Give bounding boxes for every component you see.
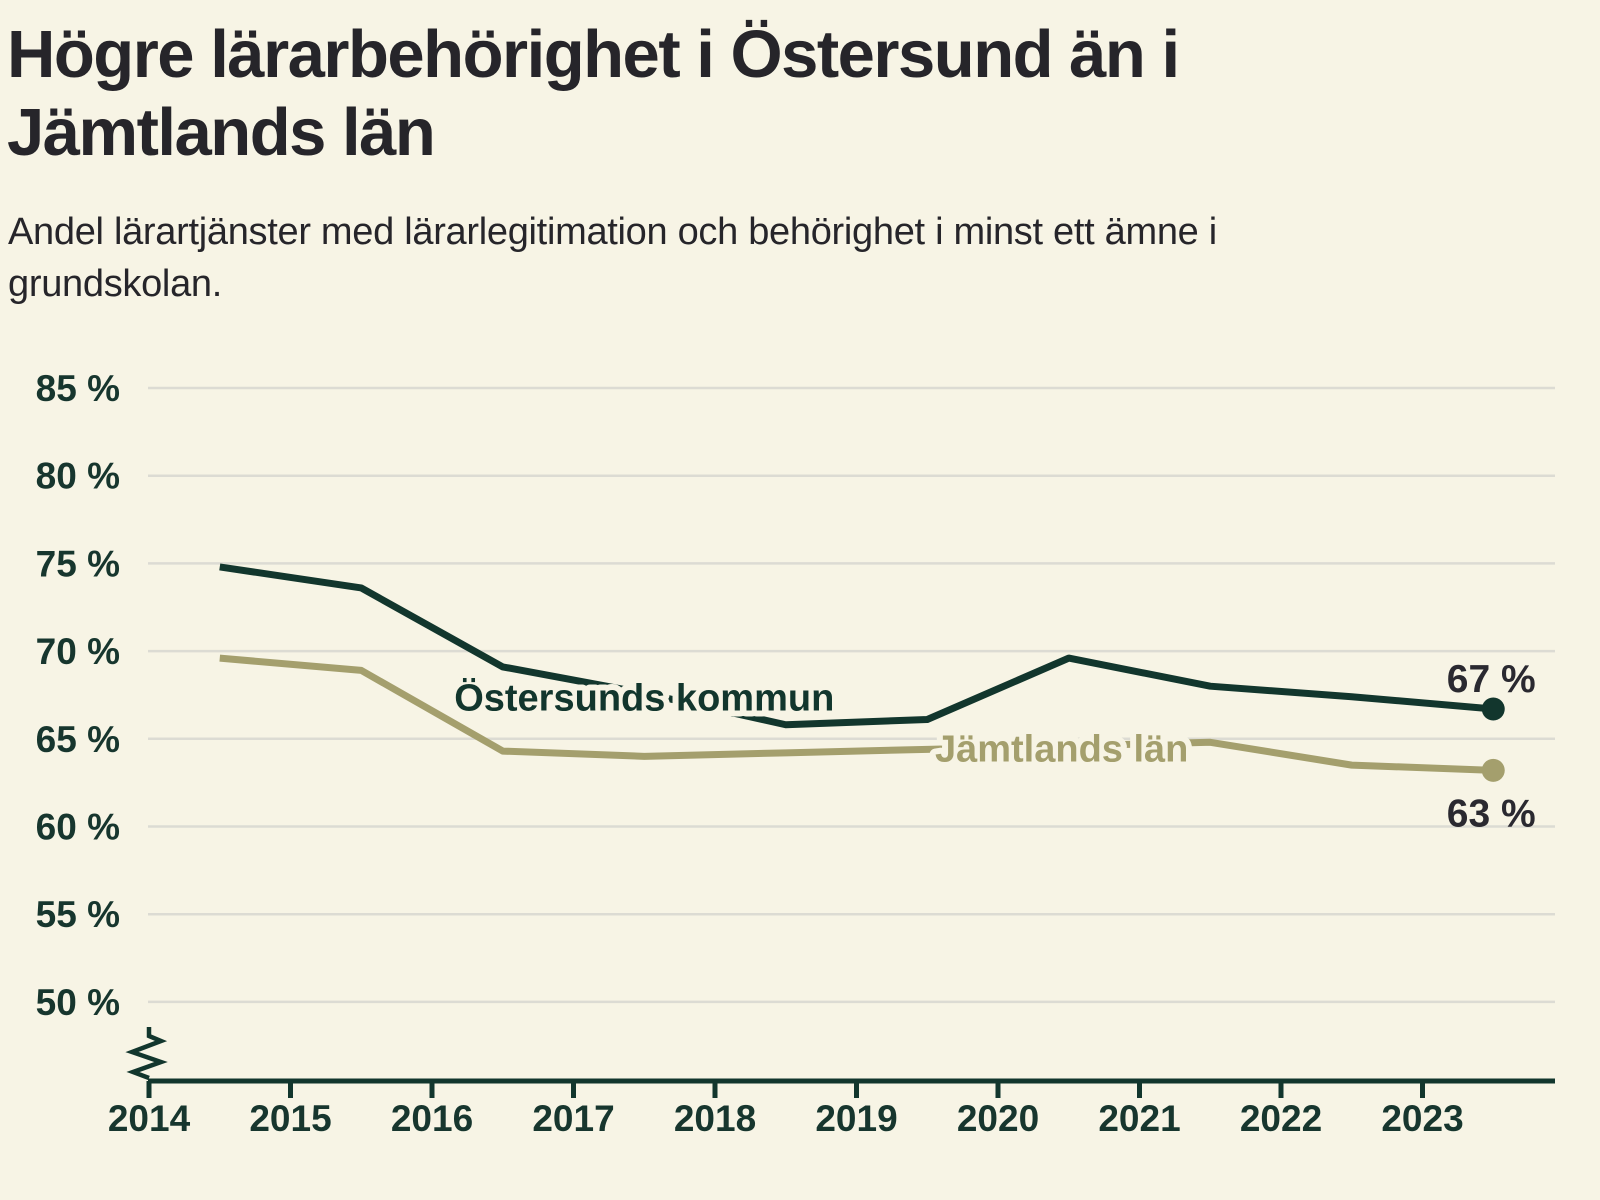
series-end-value-label: 67 % bbox=[1447, 658, 1536, 701]
y-axis-label: 80 % bbox=[36, 456, 120, 497]
x-axis-label: 2018 bbox=[674, 1098, 756, 1139]
y-axis-label: 65 % bbox=[36, 719, 120, 760]
series-end-dot-jamtland bbox=[1481, 758, 1505, 782]
subtitle-line-1: Andel lärartjänster med lärarlegitimatio… bbox=[8, 211, 1217, 253]
title-line-1: Högre lärarbehörighet i Östersund än i bbox=[7, 17, 1180, 92]
y-axis-label: 85 % bbox=[36, 368, 120, 409]
series-end-value-label: 63 % bbox=[1447, 792, 1536, 835]
x-axis-label: 2014 bbox=[108, 1098, 191, 1139]
y-axis-label: 70 % bbox=[36, 631, 120, 672]
page-title: Högre lärarbehörighet i Östersund än i J… bbox=[7, 16, 1407, 173]
y-axis-label: 50 % bbox=[36, 982, 120, 1023]
x-axis-label: 2019 bbox=[815, 1098, 897, 1139]
x-axis-label: 2021 bbox=[1098, 1098, 1180, 1139]
y-axis-label: 75 % bbox=[36, 543, 120, 584]
x-axis-label: 2015 bbox=[249, 1098, 331, 1139]
series-name-label-ostersund: Östersunds kommun bbox=[454, 677, 834, 720]
series-line-ostersund bbox=[219, 563, 1494, 729]
x-axis-label: 2016 bbox=[391, 1098, 473, 1139]
series-name-label-jamtland: Jämtlands län bbox=[935, 728, 1188, 770]
y-axis-label: 60 % bbox=[36, 807, 120, 848]
x-axis-label: 2023 bbox=[1381, 1098, 1463, 1139]
series-line-jamtland bbox=[219, 654, 1494, 774]
x-axis-label: 2022 bbox=[1240, 1098, 1322, 1139]
series-end-dot-ostersund bbox=[1481, 697, 1505, 721]
title-line-2: Jämtlands län bbox=[7, 95, 436, 171]
x-axis-label: 2020 bbox=[957, 1098, 1039, 1139]
axis-break-icon bbox=[125, 1027, 168, 1081]
y-axis-label: 55 % bbox=[36, 894, 120, 935]
chart-subtitle: Andel lärartjänster med lärarlegitimatio… bbox=[8, 206, 1568, 311]
subtitle-line-2: grundskolan. bbox=[8, 263, 222, 306]
x-axis-label: 2017 bbox=[532, 1098, 614, 1139]
